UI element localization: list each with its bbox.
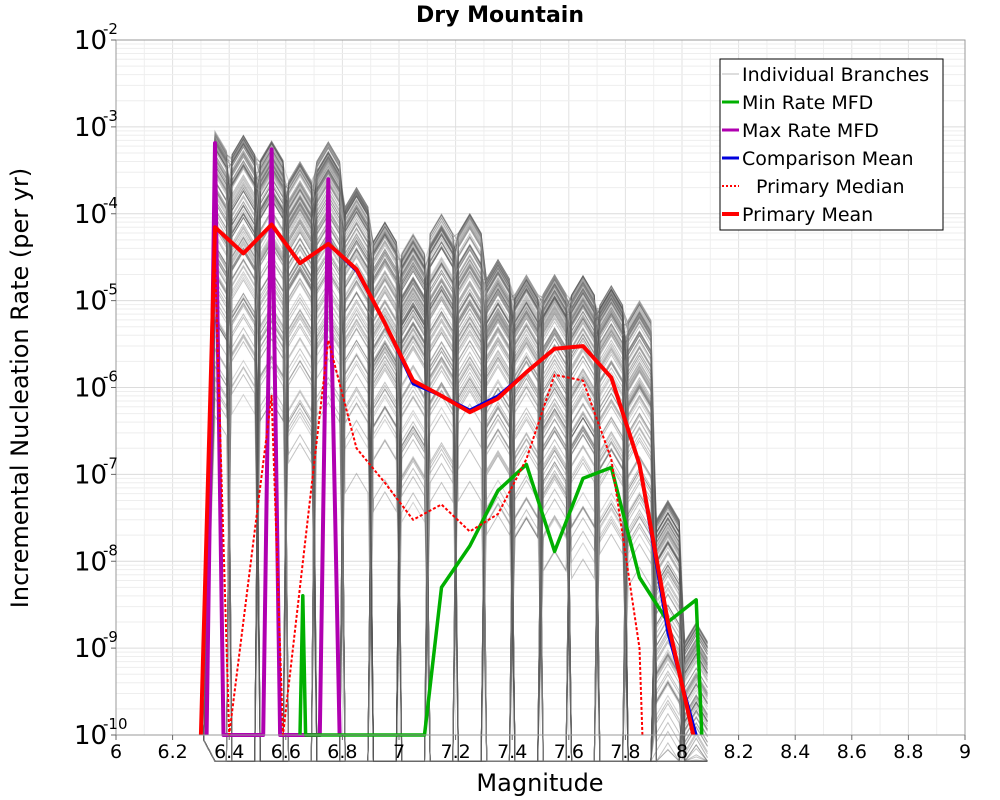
branch-line — [203, 139, 708, 763]
x-tick-label: 6.4 — [214, 741, 244, 763]
x-tick-label: 7 — [393, 741, 405, 763]
y-tick-label: 10 — [74, 200, 107, 230]
branch-line — [203, 141, 708, 762]
y-tick-label: 10 — [74, 113, 107, 143]
y-tick-label: 10 — [74, 287, 107, 317]
branch-line — [203, 162, 708, 762]
branch-line — [203, 136, 708, 762]
y-tick-label: 10 — [74, 374, 107, 404]
series-primary-mean — [198, 222, 696, 736]
y-tick-label: 10 — [74, 721, 107, 751]
branch-line — [203, 186, 708, 762]
legend-label: Individual Branches — [742, 64, 929, 86]
y-tick-exponent: -8 — [103, 541, 118, 559]
branch-line — [203, 189, 708, 762]
legend-box — [719, 58, 944, 231]
x-tick-label: 8.8 — [893, 741, 923, 763]
y-tick-label: 10 — [74, 26, 107, 56]
y-tick-exponent: -10 — [103, 715, 128, 733]
branch-line — [203, 152, 708, 762]
legend-label: Min Rate MFD — [742, 92, 873, 114]
legend-label: Max Rate MFD — [742, 120, 879, 142]
y-axis-label: Incremental Nucleation Rate (per yr) — [6, 168, 34, 608]
y-tick-exponent: -7 — [103, 454, 118, 472]
branch-line — [203, 130, 708, 762]
y-tick-exponent: -9 — [103, 628, 118, 646]
x-tick-label: 7.8 — [610, 741, 640, 763]
x-axis-ticks: 6 6.2 6.4 6.6 6.8 7 7.2 7.4 7.6 7.8 8 8.2 8.4 8.6 8.8 9 — [110, 735, 971, 763]
x-tick-label: 6 — [110, 741, 122, 763]
branch-line — [203, 185, 708, 762]
x-tick-label: 7.2 — [440, 741, 470, 763]
branch-line — [203, 204, 708, 762]
y-tick-exponent: -2 — [103, 20, 118, 38]
x-tick-label: 7.4 — [497, 741, 527, 763]
x-tick-label: 8 — [676, 741, 688, 763]
branch-line — [203, 134, 708, 762]
x-tick-label: 7.6 — [554, 741, 584, 763]
branch-line — [203, 163, 708, 762]
x-tick-label: 6.6 — [271, 741, 301, 763]
legend: Individual Branches Min Rate MFD Max Rate … — [719, 58, 944, 231]
x-tick-label: 9 — [959, 741, 971, 763]
chart-title: Dry Mountain — [416, 3, 584, 28]
y-tick-exponent: -4 — [103, 194, 118, 212]
x-tick-label: 6.8 — [327, 741, 357, 763]
branch-line — [203, 168, 708, 762]
x-tick-label: 8.4 — [780, 741, 810, 763]
legend-label: Primary Median — [756, 176, 905, 198]
y-tick-exponent: -5 — [103, 281, 118, 299]
y-tick-exponent: -3 — [103, 107, 118, 125]
x-axis-label: Magnitude — [476, 769, 603, 797]
branch-line — [203, 163, 708, 762]
branch-line — [203, 191, 708, 762]
y-tick-label: 10 — [74, 634, 107, 664]
legend-label: Comparison Mean — [742, 148, 914, 170]
branch-line — [203, 167, 708, 762]
x-tick-label: 8.6 — [837, 741, 867, 763]
branch-line — [203, 142, 708, 762]
x-tick-label: 8.2 — [723, 741, 753, 763]
y-tick-exponent: -6 — [103, 368, 118, 386]
legend-label: Primary Mean — [742, 204, 873, 226]
y-tick-label: 10 — [74, 460, 107, 490]
x-tick-label: 6.2 — [157, 741, 187, 763]
y-tick-label: 10 — [74, 547, 107, 577]
branch-line — [203, 165, 708, 762]
